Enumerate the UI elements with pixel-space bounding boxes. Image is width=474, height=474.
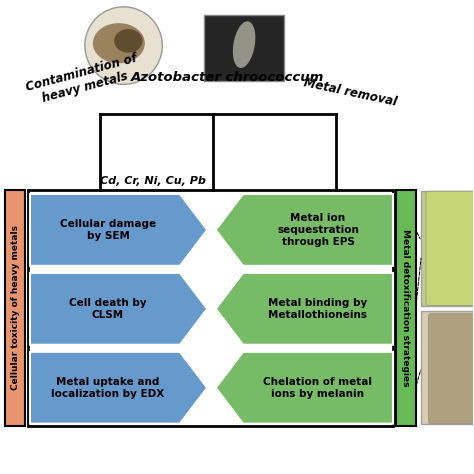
Text: Metal detoxification strategies: Metal detoxification strategies — [401, 229, 410, 387]
Ellipse shape — [114, 29, 143, 53]
Polygon shape — [30, 273, 207, 345]
Text: Contamination of
heavy metals: Contamination of heavy metals — [25, 52, 142, 109]
FancyBboxPatch shape — [5, 190, 25, 426]
FancyBboxPatch shape — [421, 191, 474, 306]
Text: Metal ion
sequestration
through EPS: Metal ion sequestration through EPS — [277, 213, 359, 246]
Polygon shape — [30, 194, 207, 266]
Polygon shape — [216, 352, 393, 424]
Text: Azotobacter chroococcum: Azotobacter chroococcum — [131, 71, 324, 84]
Circle shape — [85, 7, 162, 84]
Polygon shape — [216, 273, 393, 345]
Text: Metal uptake and
localization by EDX: Metal uptake and localization by EDX — [51, 377, 164, 399]
Text: Cellular damage
by SEM: Cellular damage by SEM — [60, 219, 156, 241]
FancyBboxPatch shape — [421, 311, 474, 424]
Text: Cell death by
CLSM: Cell death by CLSM — [69, 298, 147, 319]
Text: Cd, Cr, Ni, Cu, Pb: Cd, Cr, Ni, Cu, Pb — [100, 176, 206, 186]
Polygon shape — [30, 352, 207, 424]
Text: Metal removal: Metal removal — [302, 76, 398, 109]
FancyBboxPatch shape — [428, 314, 474, 424]
Text: Cellular toxicity of heavy metals: Cellular toxicity of heavy metals — [11, 226, 20, 391]
Ellipse shape — [93, 23, 145, 64]
FancyBboxPatch shape — [204, 15, 284, 81]
FancyBboxPatch shape — [426, 191, 474, 306]
FancyBboxPatch shape — [396, 190, 416, 426]
Text: Chelation of metal
ions by melanin: Chelation of metal ions by melanin — [264, 377, 373, 399]
Ellipse shape — [233, 21, 255, 68]
Text: Metal binding by
Metallothioneins: Metal binding by Metallothioneins — [268, 298, 368, 319]
Polygon shape — [216, 194, 393, 266]
